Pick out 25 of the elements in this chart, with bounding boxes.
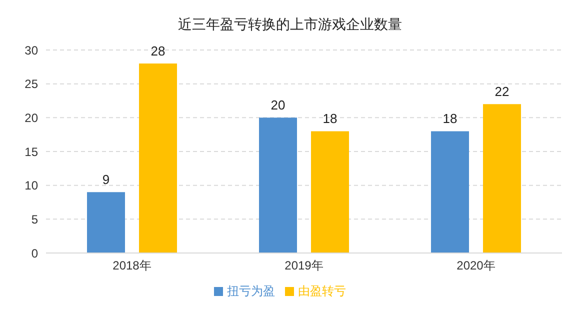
x-tick-label: 2018年 bbox=[112, 258, 152, 273]
bar bbox=[87, 192, 125, 253]
bar bbox=[431, 131, 469, 253]
data-label: 18 bbox=[442, 111, 458, 126]
x-tick-label: 2020年 bbox=[456, 258, 496, 273]
legend-label: 扭亏为盈 bbox=[227, 284, 275, 298]
x-tick-label: 2019年 bbox=[284, 258, 324, 273]
y-tick-label: 5 bbox=[31, 212, 38, 226]
y-tick-label: 0 bbox=[31, 246, 38, 260]
chart-title: 近三年盈亏转换的上市游戏企业数量 bbox=[177, 15, 403, 34]
y-tick-label: 25 bbox=[24, 77, 38, 92]
bar bbox=[139, 64, 177, 253]
bar bbox=[483, 104, 521, 253]
y-tick-label: 20 bbox=[24, 110, 38, 125]
y-tick-label: 30 bbox=[24, 43, 38, 58]
data-label: 9 bbox=[102, 172, 110, 188]
bar bbox=[259, 118, 297, 253]
y-tick-label: 10 bbox=[24, 178, 38, 193]
data-label: 22 bbox=[494, 84, 510, 100]
bar bbox=[311, 131, 349, 253]
legend-label: 由盈转亏 bbox=[298, 284, 346, 298]
data-label: 20 bbox=[270, 98, 286, 113]
data-label: 28 bbox=[150, 44, 166, 59]
data-label: 18 bbox=[322, 111, 338, 126]
y-tick-label: 15 bbox=[24, 144, 38, 159]
